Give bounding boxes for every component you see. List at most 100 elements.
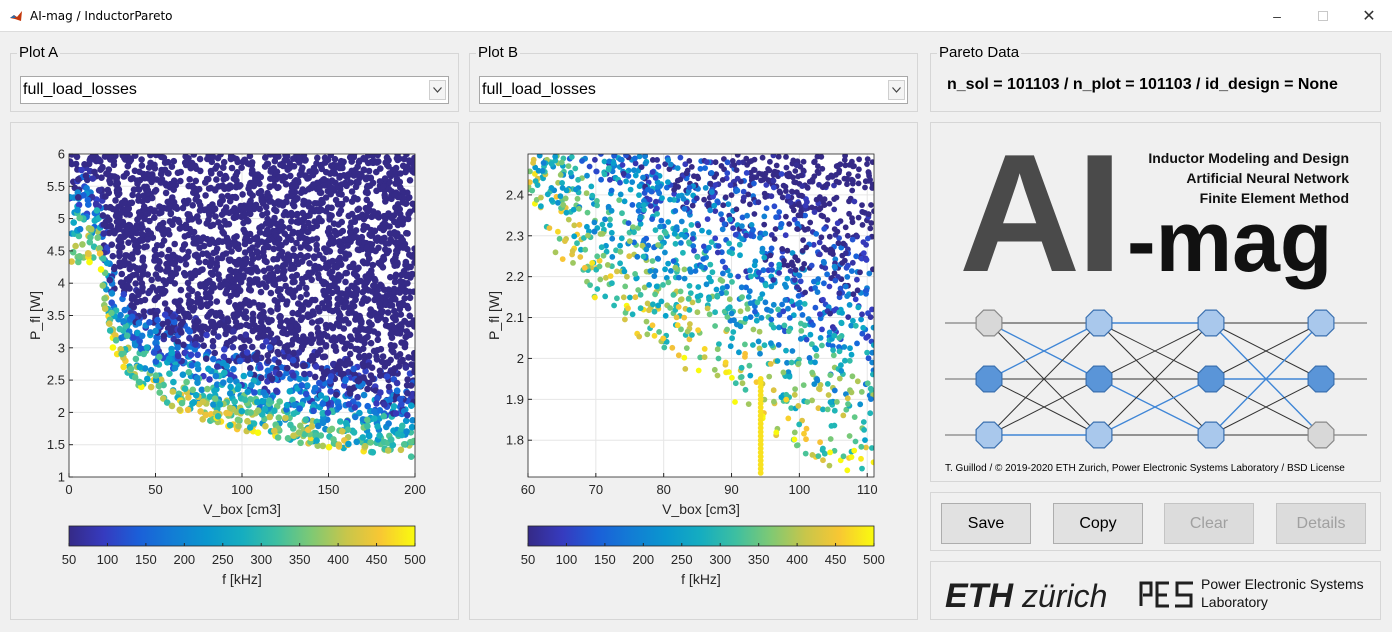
data-point bbox=[686, 158, 693, 164]
data-point bbox=[858, 455, 864, 462]
data-point bbox=[614, 295, 620, 302]
colorbar-tick-label: 400 bbox=[786, 552, 808, 567]
data-point bbox=[757, 437, 764, 444]
colorbar-tick-label: 500 bbox=[863, 552, 885, 567]
maximize-button[interactable] bbox=[1300, 0, 1346, 31]
data-point bbox=[785, 173, 792, 180]
data-point bbox=[305, 199, 313, 206]
data-point bbox=[155, 382, 163, 390]
data-point bbox=[846, 198, 852, 205]
data-point bbox=[189, 202, 196, 209]
data-point bbox=[702, 185, 709, 191]
data-point bbox=[365, 327, 373, 335]
data-point bbox=[361, 442, 369, 450]
data-point bbox=[320, 287, 327, 295]
data-point bbox=[393, 387, 401, 395]
data-point bbox=[163, 399, 171, 406]
data-point bbox=[135, 319, 143, 327]
data-point bbox=[396, 395, 404, 403]
data-point bbox=[680, 195, 687, 202]
data-point bbox=[869, 159, 874, 165]
data-point bbox=[285, 257, 293, 264]
data-point bbox=[754, 299, 761, 306]
data-point bbox=[809, 178, 816, 185]
data-point bbox=[256, 229, 264, 236]
data-point bbox=[75, 176, 82, 183]
plot-a-dropdown[interactable]: full_load_losses bbox=[20, 76, 449, 104]
data-point bbox=[633, 275, 640, 282]
chevron-down-icon[interactable] bbox=[888, 80, 905, 100]
chevron-down-icon[interactable] bbox=[429, 80, 446, 100]
data-point bbox=[719, 177, 726, 183]
data-point bbox=[784, 359, 790, 366]
clear-button[interactable]: Clear bbox=[1164, 503, 1254, 544]
data-point bbox=[691, 247, 697, 254]
data-point bbox=[151, 246, 159, 254]
data-point bbox=[742, 350, 748, 357]
data-point bbox=[288, 316, 296, 324]
data-point bbox=[773, 162, 780, 169]
save-button[interactable]: Save bbox=[941, 503, 1031, 544]
data-point bbox=[836, 290, 843, 297]
data-point bbox=[769, 267, 775, 273]
data-point bbox=[211, 395, 219, 403]
data-point bbox=[289, 356, 297, 364]
data-point bbox=[834, 399, 840, 405]
data-point bbox=[135, 288, 142, 296]
data-point bbox=[156, 221, 164, 229]
data-point bbox=[209, 337, 217, 345]
data-point bbox=[821, 259, 827, 266]
copy-button[interactable]: Copy bbox=[1053, 503, 1143, 544]
data-point bbox=[672, 240, 679, 247]
data-point bbox=[193, 374, 201, 382]
data-point bbox=[686, 184, 693, 191]
data-point bbox=[297, 244, 305, 251]
network-node bbox=[1307, 365, 1335, 393]
data-point bbox=[111, 173, 118, 180]
data-point bbox=[697, 165, 704, 172]
data-point bbox=[677, 176, 684, 183]
data-point bbox=[258, 374, 265, 382]
data-point bbox=[757, 404, 764, 411]
close-button[interactable]: ✕ bbox=[1346, 0, 1392, 31]
data-point bbox=[161, 311, 169, 318]
data-point bbox=[588, 183, 595, 190]
data-point bbox=[254, 398, 261, 406]
data-point bbox=[570, 260, 576, 266]
data-point bbox=[617, 242, 623, 249]
data-point bbox=[724, 170, 731, 176]
data-point bbox=[243, 216, 251, 224]
plot-b-dropdown[interactable]: full_load_losses bbox=[479, 76, 908, 104]
plot-b-selector-panel: Plot B full_load_losses bbox=[469, 44, 918, 112]
data-point bbox=[148, 276, 155, 284]
data-point bbox=[739, 236, 745, 242]
window-titlebar[interactable]: AI-mag / InductorPareto – ✕ bbox=[0, 0, 1392, 32]
data-point bbox=[761, 342, 768, 349]
data-point bbox=[824, 271, 830, 278]
data-point bbox=[246, 246, 254, 254]
minimize-button[interactable]: – bbox=[1254, 0, 1300, 31]
data-point bbox=[109, 252, 117, 260]
details-button[interactable]: Details bbox=[1276, 503, 1366, 544]
scatter-points bbox=[528, 154, 874, 476]
data-point bbox=[75, 232, 83, 240]
data-point bbox=[239, 191, 246, 198]
data-point bbox=[213, 298, 221, 305]
data-point bbox=[83, 176, 91, 184]
network-node bbox=[1197, 421, 1225, 449]
data-point bbox=[841, 157, 848, 163]
data-point bbox=[216, 170, 224, 178]
data-point bbox=[536, 154, 543, 159]
data-point bbox=[751, 211, 758, 217]
data-point bbox=[335, 256, 342, 264]
data-point bbox=[174, 344, 181, 351]
data-point bbox=[793, 162, 800, 169]
data-point bbox=[227, 292, 235, 300]
data-point bbox=[778, 394, 785, 401]
data-point bbox=[397, 170, 404, 177]
data-point bbox=[333, 264, 341, 271]
data-point bbox=[185, 292, 192, 299]
data-point bbox=[831, 407, 838, 414]
